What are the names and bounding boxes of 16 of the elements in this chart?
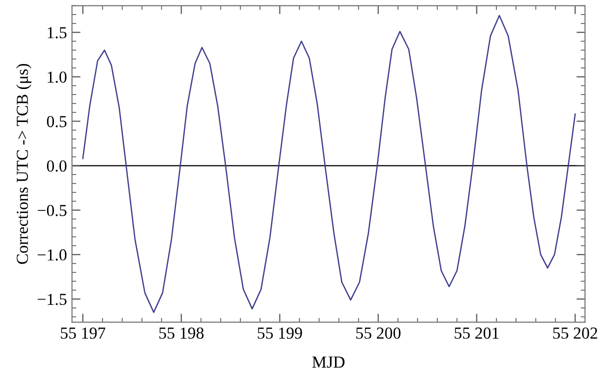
line-series <box>82 14 576 313</box>
x-tick-label: 55 199 <box>258 328 302 339</box>
x-tick-label: 55 197 <box>60 328 106 339</box>
x-axis-title: MJD <box>312 356 345 368</box>
y-tick-label: −1.5 <box>38 294 66 306</box>
x-tick-label: 55 201 <box>454 327 499 339</box>
y-tick-label: 1.5 <box>48 27 66 38</box>
y-tick-label: 1.0 <box>48 72 67 83</box>
x-tick-label: 55 198 <box>159 327 204 339</box>
x-tick-label: 55 202 <box>553 327 598 339</box>
y-tick-label: −1.0 <box>38 249 67 261</box>
y-tick-label: −0.5 <box>38 204 66 216</box>
y-tick-label: 0.5 <box>46 116 66 128</box>
y-axis-title: Corrections UTC -> TCB (μs) <box>16 64 32 264</box>
x-tick-label: 55 200 <box>356 327 401 339</box>
y-tick-label: 0.0 <box>46 160 67 172</box>
